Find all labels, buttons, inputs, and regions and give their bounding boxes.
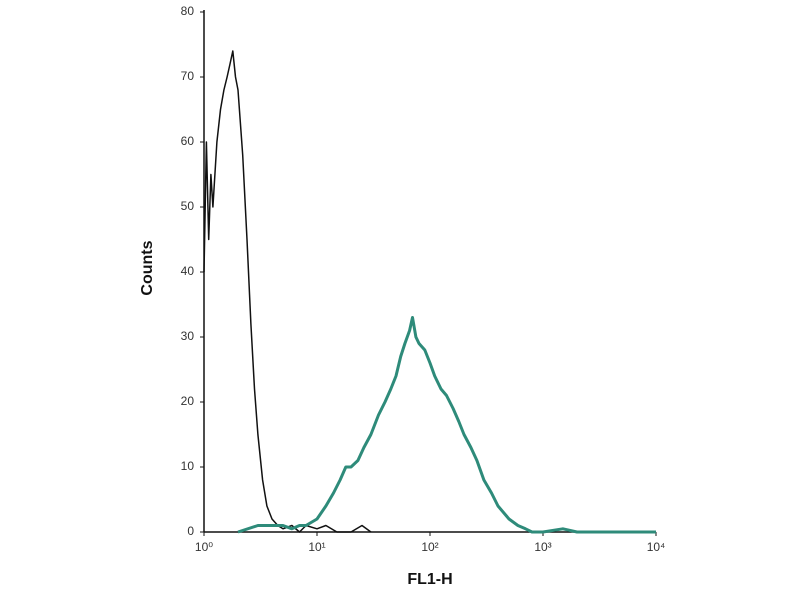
histogram-line — [203, 50, 372, 533]
y-tick-label: 0 — [187, 524, 194, 538]
y-tick-label: 60 — [181, 134, 195, 148]
x-tick-label: 10⁴ — [647, 540, 666, 554]
x-tick-label: 10⁰ — [195, 540, 213, 554]
histogram-line — [237, 316, 656, 534]
y-tick-label: 40 — [181, 264, 195, 278]
y-tick-label: 10 — [181, 459, 195, 473]
y-tick-label: 30 — [181, 329, 195, 343]
y-tick-label: 50 — [181, 199, 195, 213]
x-tick-label: 10² — [421, 540, 438, 554]
y-tick-label: 20 — [181, 394, 195, 408]
y-tick-label: 80 — [181, 4, 195, 18]
y-axis-title: Counts — [139, 240, 156, 295]
x-tick-label: 10³ — [534, 540, 551, 554]
x-axis-title: FL1-H — [407, 571, 452, 588]
y-tick-label: 70 — [181, 69, 195, 83]
x-tick-label: 10¹ — [308, 540, 325, 554]
